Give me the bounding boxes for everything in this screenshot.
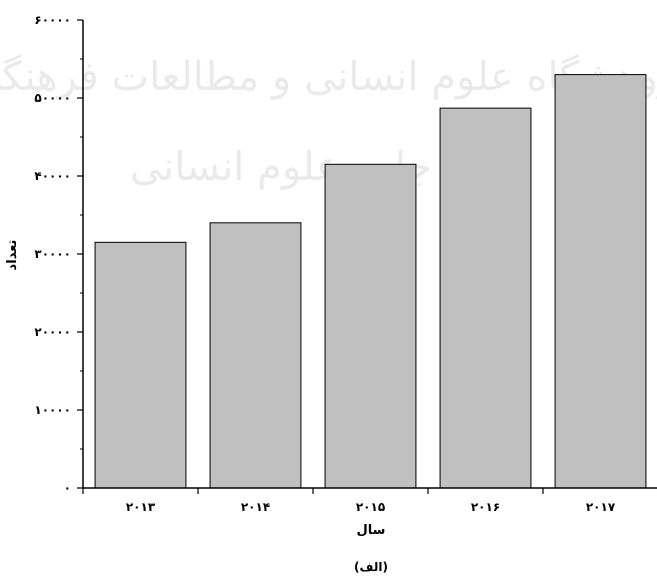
y-ticks-group: ۰ ۱۰۰۰۰ ۲۰۰۰۰ ۳۰۰۰۰ ۴۰۰۰۰ ۵۰۰۰۰ ۶۰۰۰۰ [34, 13, 83, 495]
x-tick-label-3: ۲۰۱۶ [471, 500, 500, 514]
bar-2 [324, 163, 417, 489]
y-axis-title: تعداد [5, 240, 20, 271]
bars-group [94, 74, 647, 489]
y-tick-label-1: ۱۰۰۰۰ [34, 403, 71, 417]
bar-0 [94, 241, 187, 489]
y-tick-label-6: ۶۰۰۰۰ [34, 13, 71, 27]
y-tick-label-3: ۳۰۰۰۰ [34, 247, 71, 261]
x-ticks-group: ۲۰۱۳ ۲۰۱۴ ۲۰۱۵ ۲۰۱۶ ۲۰۱۷ [82, 488, 616, 514]
y-tick-label-5: ۵۰۰۰۰ [34, 91, 71, 105]
watermark-line-1: پژوهشگاه علوم انسانی و مطالعات فرهنگی [0, 54, 657, 100]
bar-1 [209, 222, 302, 489]
x-tick-label-0: ۲۰۱۳ [126, 500, 156, 514]
figure-caption: (الف) [354, 560, 388, 574]
y-tick-label-2: ۲۰۰۰۰ [34, 325, 71, 339]
x-tick-label-2: ۲۰۱۵ [356, 500, 385, 514]
bar-3 [439, 107, 532, 489]
bar-4 [554, 74, 647, 489]
y-tick-label-0: ۰ [64, 481, 71, 495]
x-tick-label-1: ۲۰۱۴ [241, 500, 270, 514]
x-axis-title: سال [357, 523, 386, 538]
y-tick-label-4: ۴۰۰۰۰ [34, 169, 71, 183]
x-tick-label-4: ۲۰۱۷ [586, 500, 616, 514]
